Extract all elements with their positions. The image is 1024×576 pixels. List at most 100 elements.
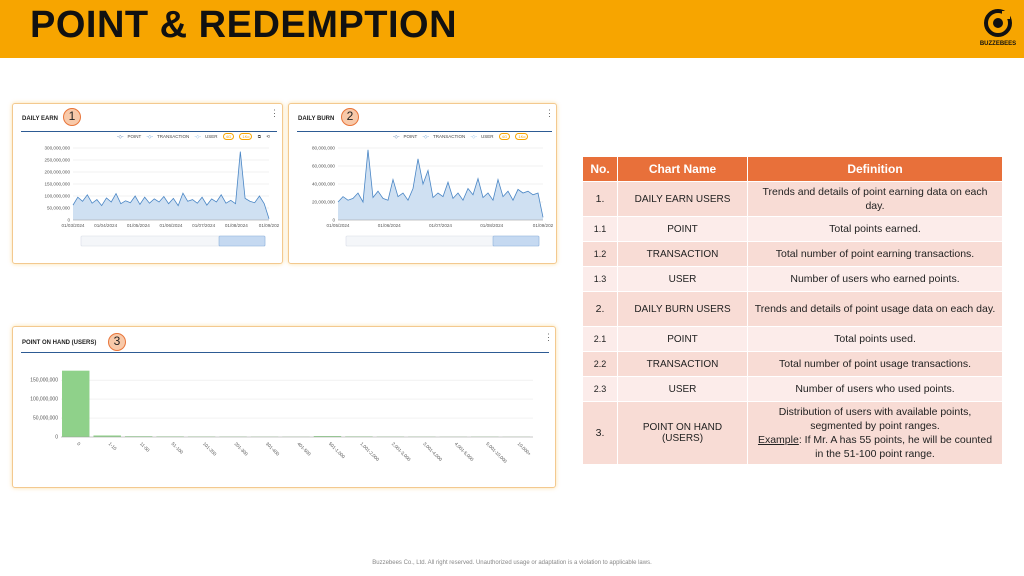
row-def-example: : If Mr. A has 55 points, he will be cou… xyxy=(798,434,993,460)
table-row: 1.1 POINT Total points earned. xyxy=(583,217,1003,241)
series-area xyxy=(338,149,543,220)
x-tick-label: 11-50 xyxy=(139,441,151,453)
row-name: DAILY EARN USERS xyxy=(618,182,748,216)
x-tick-label: 01/06/2024 xyxy=(160,223,183,228)
x-tick-label: 3,001-4,000 xyxy=(422,441,443,462)
bar xyxy=(62,370,90,437)
row-def: Trends and details of point earning data… xyxy=(748,182,1003,216)
row-no: 1.2 xyxy=(583,242,618,266)
row-name: DAILY BURN USERS xyxy=(618,292,748,326)
legend-point[interactable]: POINT xyxy=(127,134,142,139)
buzzebees-logo-icon xyxy=(984,9,1012,37)
x-tick-label: 01/09/202 xyxy=(259,223,280,228)
row-def: Number of users who earned points. xyxy=(748,267,1003,291)
row-name: POINT xyxy=(618,327,748,351)
table-row: 2.1 POINT Total points used. xyxy=(583,327,1003,351)
daily-earn-card: DAILY EARN 1 ⋮ -◇- POINT -◇- TRANSACTION -… xyxy=(12,103,283,264)
x-tick-label: 01/08/2024 xyxy=(480,223,503,228)
daily-earn-chart: 0 50,000,000 100,000,000 150,000,000 200,000… xyxy=(44,146,280,247)
range-slider-handle xyxy=(218,235,266,247)
daily-burn-legend[interactable]: -◇- POINT -◇- TRANSACTION -◇- USER 4G 1Ko xyxy=(393,133,532,140)
x-tick-label: 101-200 xyxy=(202,441,218,457)
y-tick-label: 250,000,000 xyxy=(44,158,70,163)
y-tick-label: 0 xyxy=(67,218,70,223)
row-no: 2.3 xyxy=(583,377,618,401)
x-tick-label: 5,001-10,000 xyxy=(485,441,508,464)
legend-user[interactable]: USER xyxy=(480,134,494,139)
badge-1: 1 xyxy=(63,108,81,126)
row-def: Total points earned. xyxy=(748,217,1003,241)
header-bar: POINT & REDEMPTION BUZZEBEES xyxy=(0,0,1024,58)
daily-earn-title: DAILY EARN xyxy=(22,116,59,122)
bar xyxy=(124,436,153,437)
x-tick-label: 0 xyxy=(76,441,82,447)
point-on-hand-title: POINT ON HAND (USERS) xyxy=(22,340,97,346)
buzzebees-logo: BUZZEBEES xyxy=(976,8,1020,52)
legend-pill-a[interactable]: 4G xyxy=(222,133,235,140)
row-no: 3. xyxy=(583,402,618,464)
row-def: Distribution of users with available poi… xyxy=(748,402,1003,464)
x-tick-label: 01/09/202 xyxy=(533,223,554,228)
x-tick-label: 10,000+ xyxy=(517,441,533,457)
daily-earn-legend[interactable]: -◇- POINT -◇- TRANSACTION -◇- USER 4G 1Ko ⧉… xyxy=(117,133,271,140)
row-def: Total number of point earning transactio… xyxy=(748,242,1003,266)
table-row: 1.2 TRANSACTION Total number of point ea… xyxy=(583,242,1003,266)
y-tick-label: 0 xyxy=(332,218,335,223)
row-no: 2.2 xyxy=(583,352,618,376)
legend-pill-b[interactable]: 1Ko xyxy=(239,133,253,140)
y-tick-label: 60,000,000 xyxy=(312,164,335,169)
legend-point[interactable]: POINT xyxy=(403,134,418,139)
row-def-line1: Distribution of users with available poi… xyxy=(778,406,972,432)
daily-burn-card: DAILY BURN 2 ⋮ -◇- POINT -◇- TRANSACTION -… xyxy=(288,103,557,264)
bar xyxy=(313,436,342,437)
restore-icon[interactable]: ⟲ xyxy=(266,134,271,139)
table-row: 2.3 USER Number of users who used points… xyxy=(583,377,1003,401)
row-name: TRANSACTION xyxy=(618,242,748,266)
row-no: 1.3 xyxy=(583,267,618,291)
x-tick-label: 01/05/2024 xyxy=(127,223,150,228)
row-no: 1.1 xyxy=(583,217,618,241)
legend-user[interactable]: USER xyxy=(204,134,218,139)
series-line-point xyxy=(72,151,270,219)
table-row: 2. DAILY BURN USERS Trends and details o… xyxy=(583,292,1003,326)
header-chart-name: Chart Name xyxy=(618,157,748,181)
legend-pill-a[interactable]: 4G xyxy=(498,133,511,140)
row-def: Total points used. xyxy=(748,327,1003,351)
daily-burn-title: DAILY BURN xyxy=(298,116,335,122)
logo-text: BUZZEBEES xyxy=(979,41,1017,47)
point-on-hand-card: POINT ON HAND (USERS) 3 ⋮ 0 50,000,000 100… xyxy=(12,326,556,488)
row-def: Trends and details of point usage data o… xyxy=(748,292,1003,326)
y-tick-label: 50,000,000 xyxy=(33,416,58,422)
footer-copyright: Buzzebees Co., Ltd. All right reserved. … xyxy=(372,560,652,566)
daily-burn-chart: 0 20,000,000 40,000,000 60,000,000 80,000,00… xyxy=(312,146,554,247)
x-tick-label: 401-500 xyxy=(296,441,312,457)
row-def: Total number of point usage transactions… xyxy=(748,352,1003,376)
point-on-hand-menu-icon[interactable]: ⋮ xyxy=(544,332,553,342)
row-name: USER xyxy=(618,267,748,291)
legend-transaction[interactable]: TRANSACTION xyxy=(432,134,466,139)
legend-transaction[interactable]: TRANSACTION xyxy=(156,134,190,139)
x-tick-label: 01/04/2024 xyxy=(94,223,117,228)
definitions-table: No. Chart Name Definition 1. DAILY EARN … xyxy=(583,156,1003,465)
daily-burn-divider xyxy=(297,131,552,132)
x-tick-label: 01/06/2024 xyxy=(378,223,401,228)
series-line-point xyxy=(337,149,544,218)
daily-earn-menu-icon[interactable]: ⋮ xyxy=(270,108,279,118)
table-row: 3. POINT ON HAND (USERS) Distribution of… xyxy=(583,402,1003,464)
row-no: 1. xyxy=(583,182,618,216)
y-tick-label: 20,000,000 xyxy=(312,200,335,205)
header-definition: Definition xyxy=(748,157,1003,181)
point-on-hand-chart: 0 50,000,000 100,000,000 150,000,000 0 1-10 11… xyxy=(30,370,533,464)
range-slider-handle xyxy=(492,235,540,247)
legend-pill-b[interactable]: 1Ko xyxy=(515,133,529,140)
x-tick-label: 301-400 xyxy=(265,441,281,457)
bar xyxy=(93,435,121,437)
y-tick-label: 0 xyxy=(55,435,58,441)
daily-burn-menu-icon[interactable]: ⋮ xyxy=(545,108,554,118)
x-tick-label: 01/08/2024 xyxy=(225,223,248,228)
download-icon[interactable]: ⧉ xyxy=(257,134,261,139)
point-on-hand-divider xyxy=(21,352,549,353)
series-area xyxy=(73,151,269,220)
row-name: USER xyxy=(618,377,748,401)
y-tick-label: 200,000,000 xyxy=(44,170,70,175)
